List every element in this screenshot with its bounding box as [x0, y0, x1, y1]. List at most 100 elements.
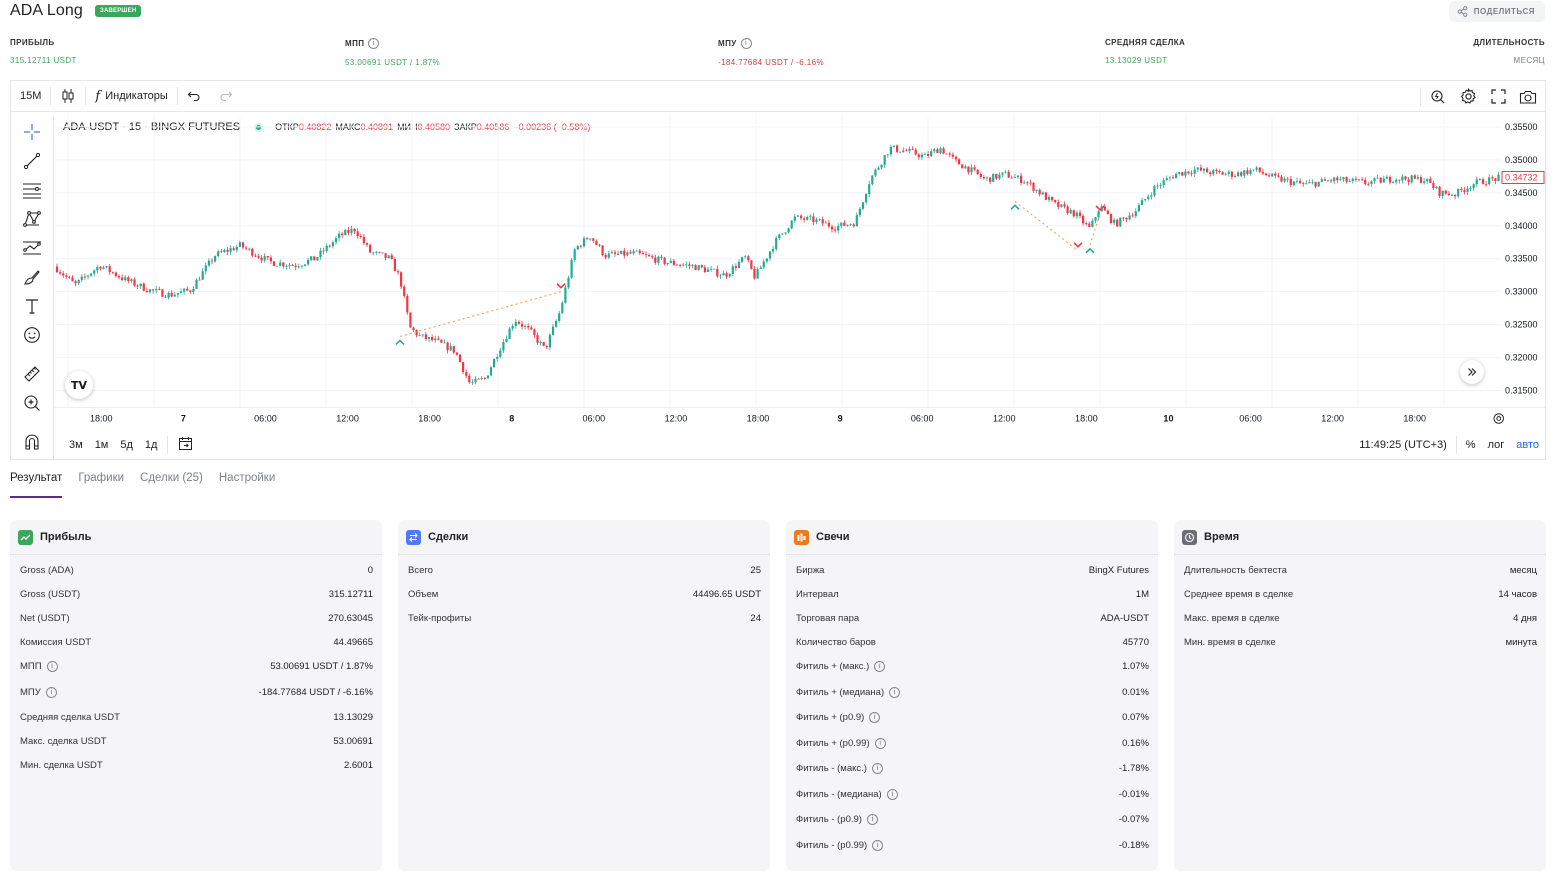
candle-body — [1060, 204, 1063, 208]
emoji-tool[interactable] — [21, 324, 43, 346]
candle-body — [644, 254, 648, 256]
candle-body — [1103, 206, 1106, 211]
candle-body — [976, 169, 979, 174]
candle-body — [843, 222, 846, 226]
candle-body — [446, 342, 449, 351]
candle-body — [462, 362, 465, 373]
range-5d[interactable]: 5д — [120, 439, 133, 451]
info-icon[interactable]: i — [886, 788, 898, 800]
stat-row: МПП i 53.00691 USDT / 1.87% — [10, 654, 382, 680]
candle-body — [1314, 182, 1317, 187]
stat-value: 53.00691 — [333, 735, 373, 747]
redo-button[interactable] — [210, 81, 242, 112]
candle-body — [734, 266, 737, 268]
stat-label-text: Макс. время в сделке — [1184, 612, 1280, 624]
chart-clock[interactable]: 11:49:25 (UTC+3) — [1359, 439, 1447, 451]
tradingview-logo[interactable]: TV — [65, 371, 93, 399]
info-icon[interactable]: i — [889, 686, 901, 698]
undo-button[interactable] — [178, 81, 210, 112]
tab-result[interactable]: Результат — [10, 472, 63, 498]
range-3m[interactable]: 3м — [69, 439, 83, 451]
candle-body — [660, 256, 663, 258]
ruler-tool[interactable] — [21, 363, 43, 385]
stat-label-text: МПП — [20, 661, 42, 673]
tab-charts[interactable]: Графики — [78, 472, 125, 484]
candle-body — [384, 253, 387, 258]
info-icon[interactable]: i — [866, 814, 878, 826]
stat-value: ADA-USDT — [1100, 612, 1149, 624]
brush-tool[interactable] — [21, 266, 43, 288]
price-axis[interactable]: 0.35500 0.35000 0.34500 0.34000 0.33500 0.330… — [1501, 117, 1545, 407]
magnet-tool[interactable] — [21, 431, 43, 453]
stat-row: Средняя сделка USDT 13.13029 — [10, 705, 382, 729]
time-tick-label: 7 — [181, 413, 186, 423]
candle-body — [440, 339, 443, 343]
candle-body — [626, 252, 629, 256]
info-icon[interactable]: i — [871, 763, 883, 775]
candle-body — [164, 296, 167, 298]
candle-body — [635, 250, 638, 252]
stat-value: минута — [1505, 636, 1537, 648]
chart-type-button[interactable] — [51, 81, 85, 112]
goto-date-button[interactable] — [172, 436, 199, 454]
candle-body — [294, 265, 297, 268]
candle-body — [198, 279, 201, 281]
candle-body — [1261, 171, 1264, 174]
fib-tool[interactable] — [21, 179, 43, 201]
fullscreen-button[interactable] — [1485, 84, 1511, 110]
info-icon[interactable]: i — [872, 839, 884, 851]
card-title: Прибыль — [40, 531, 92, 543]
log-toggle[interactable]: лог — [1487, 439, 1505, 451]
scroll-to-realtime-button[interactable] — [1460, 360, 1484, 384]
stat-label-text: Net (USDT) — [20, 612, 70, 624]
candle-body — [409, 312, 412, 328]
crosshair-tool[interactable] — [21, 121, 43, 143]
tab-settings[interactable]: Настройки — [218, 472, 276, 484]
range-1d[interactable]: 1д — [144, 439, 158, 451]
candle-body — [1308, 182, 1311, 184]
candle-body — [266, 256, 269, 258]
indicators-button[interactable]: f Индикаторы — [86, 81, 176, 112]
quick-search-button[interactable] — [1425, 84, 1451, 110]
candle-body — [300, 265, 303, 267]
tab-trades[interactable]: Сделки (25) — [140, 472, 203, 484]
candle-body — [1218, 170, 1221, 173]
share-button[interactable]: ПОДЕЛИТЬСЯ — [1448, 1, 1545, 22]
settings-button[interactable] — [1455, 84, 1481, 110]
info-icon[interactable]: i — [869, 712, 881, 724]
candlestick-plot[interactable] — [55, 117, 1501, 407]
time-axis[interactable]: 18:00 7 06:00 12:00 18:00 8 06:00 12:00 18:00 9 06… — [55, 407, 1545, 429]
candle-body — [536, 335, 539, 343]
stat-value: -1.78% — [1118, 763, 1149, 775]
candle-body — [449, 346, 452, 351]
info-icon[interactable]: i — [45, 686, 57, 698]
auto-toggle[interactable]: авто — [1516, 439, 1539, 451]
candle-body — [697, 265, 700, 271]
pattern-tool[interactable] — [21, 208, 43, 230]
range-1m[interactable]: 1м — [94, 439, 109, 451]
candle-body — [341, 233, 344, 236]
percent-toggle[interactable]: % — [1465, 439, 1476, 451]
info-icon[interactable]: i — [368, 38, 380, 49]
candle-body — [1364, 179, 1367, 184]
candle-body — [989, 177, 992, 182]
screenshot-button[interactable] — [1515, 84, 1541, 110]
interval-button[interactable]: 15M — [11, 81, 50, 112]
text-tool[interactable] — [21, 295, 43, 317]
candle-body — [669, 260, 672, 263]
candle-body — [1224, 173, 1227, 175]
candle-body — [852, 224, 855, 227]
stat-label: Всего — [408, 565, 433, 576]
metric-value: -184.77684 USDT / -6.16% — [718, 58, 824, 67]
trendline-tool[interactable] — [21, 150, 43, 172]
candle-body — [598, 244, 601, 246]
forecast-tool[interactable] — [21, 237, 43, 259]
info-icon[interactable]: i — [874, 737, 886, 749]
info-icon[interactable]: i — [874, 661, 886, 673]
info-icon[interactable]: i — [740, 38, 752, 49]
stat-label: Макс. время в сделке — [1184, 613, 1280, 624]
zoom-tool[interactable] — [21, 392, 43, 414]
trend-up-icon — [18, 529, 33, 545]
info-icon[interactable]: i — [46, 661, 58, 673]
time-tick-label: 12:00 — [993, 413, 1016, 423]
